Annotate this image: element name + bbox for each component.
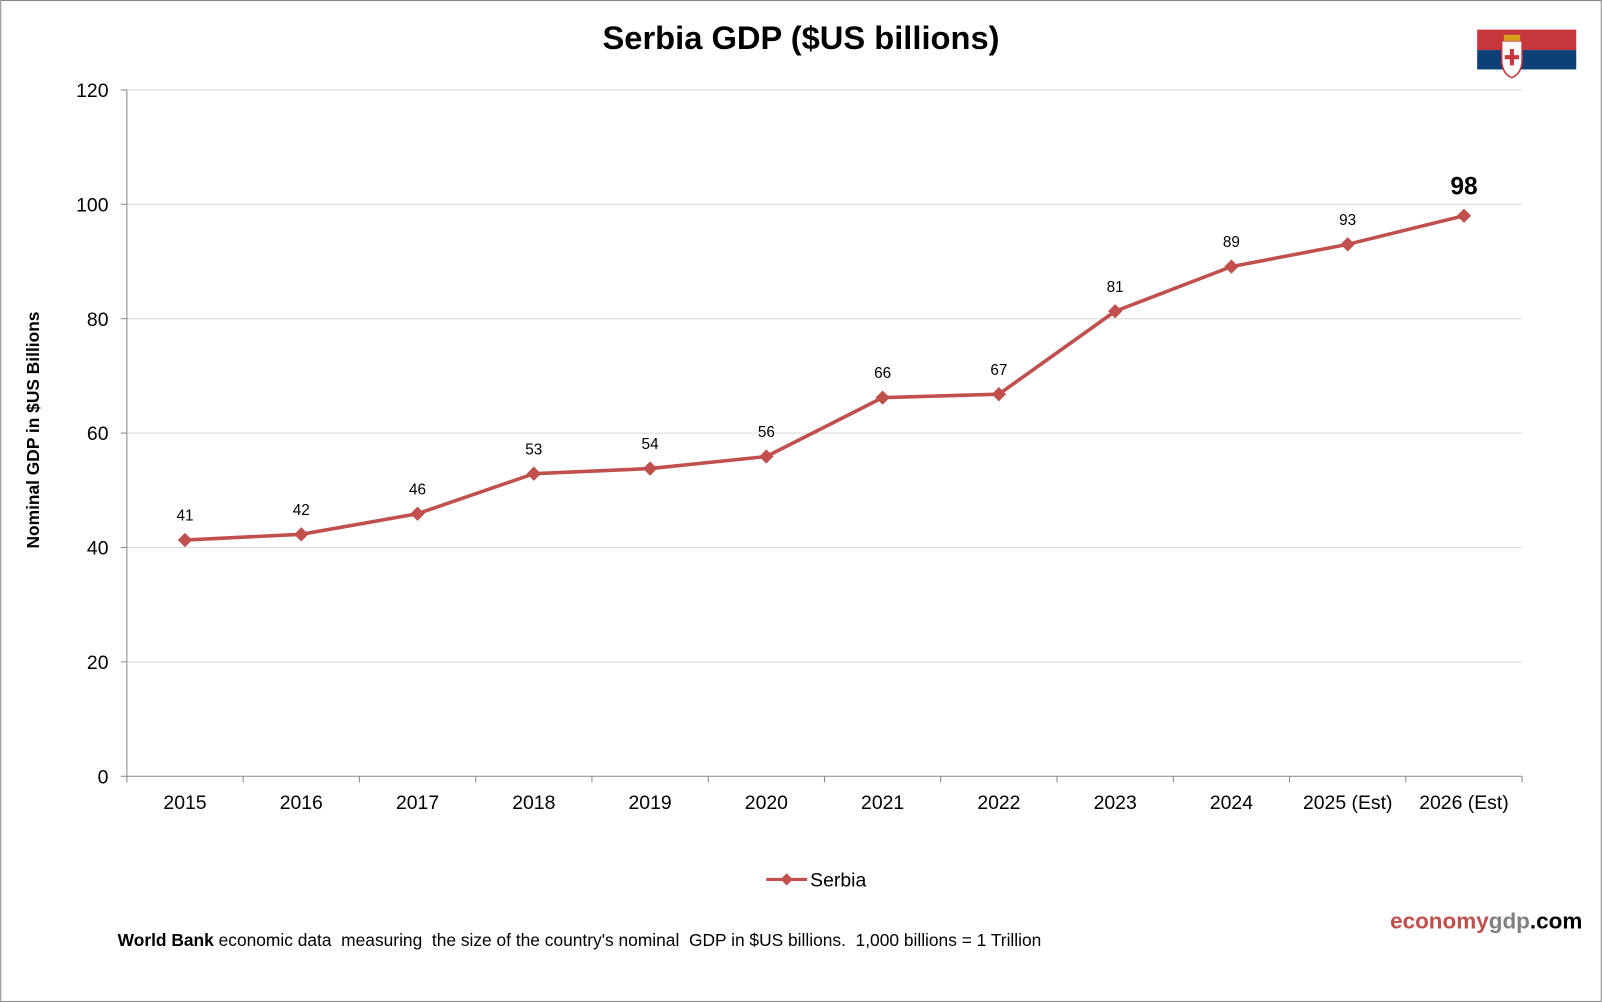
x-tick-label: 2015: [163, 792, 206, 814]
data-label: 66: [874, 365, 891, 382]
y-tick-label: 100: [76, 194, 109, 216]
data-point: [1108, 304, 1123, 319]
data-label: 89: [1223, 234, 1240, 251]
data-label: 46: [409, 481, 426, 498]
brand-part-economy: economy: [1390, 908, 1489, 933]
y-tick-label: 60: [87, 423, 109, 445]
data-label: 54: [642, 436, 660, 453]
data-label: 53: [525, 441, 542, 458]
brand-part-gdp: gdp: [1489, 908, 1530, 933]
x-tick-label: 2023: [1094, 792, 1137, 814]
chart-title: Serbia GDP ($US billions): [602, 19, 999, 56]
data-label: 98: [1450, 173, 1477, 200]
x-tick-label: 2016: [280, 792, 323, 814]
x-tick-label: 2017: [396, 792, 439, 814]
x-tick-label: 2018: [512, 792, 555, 814]
brand-logo: economygdp.com: [1390, 908, 1582, 933]
data-point: [1340, 237, 1355, 252]
data-point: [410, 506, 425, 521]
y-tick-label: 0: [98, 766, 109, 788]
x-tick-label: 2021: [861, 792, 904, 814]
source-bold: World Bank: [118, 930, 214, 950]
data-point: [294, 527, 309, 542]
series-line: [184, 213, 1465, 542]
serbia-flag-icon: [1477, 29, 1577, 79]
source-text: economic data measuring the size of the …: [214, 930, 1042, 950]
source-note: World Bank economic data measuring the s…: [118, 930, 1042, 950]
x-tick-label: 2025 (Est): [1303, 792, 1392, 814]
y-tick-label: 120: [76, 80, 109, 102]
y-tick-label: 40: [87, 538, 109, 560]
y-tick-label: 20: [87, 652, 109, 674]
data-label: 81: [1107, 279, 1124, 296]
data-label: 42: [293, 502, 310, 519]
y-tick-label: 80: [87, 309, 109, 331]
x-tick-label: 2022: [977, 792, 1020, 814]
data-point: [177, 532, 193, 548]
x-tick-label: 2026 (Est): [1419, 792, 1508, 814]
legend-label: Serbia: [810, 870, 866, 892]
brand-part-com: .com: [1530, 908, 1582, 933]
data-label: 93: [1339, 212, 1356, 229]
data-point: [991, 387, 1007, 402]
data-point: [1224, 259, 1239, 274]
x-tick-label: 2019: [629, 792, 672, 814]
x-tick-label: 2020: [745, 792, 788, 814]
data-label: 56: [758, 424, 775, 441]
data-point: [642, 461, 658, 476]
data-label: 67: [990, 362, 1007, 379]
data-label: 41: [176, 508, 193, 525]
y-axis-label: Nominal GDP in $US Billions: [23, 312, 43, 549]
x-tick-label: 2024: [1210, 792, 1253, 814]
data-point: [526, 466, 541, 481]
